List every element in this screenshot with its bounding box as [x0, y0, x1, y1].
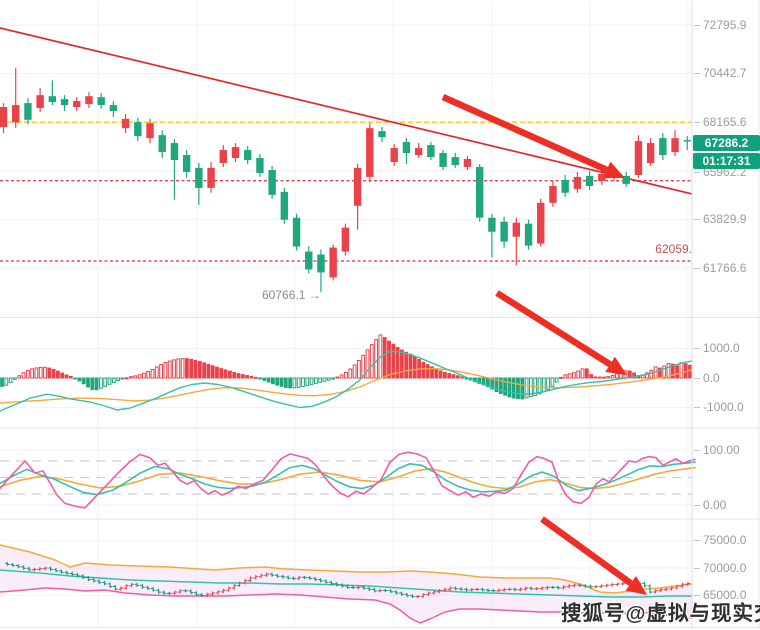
support-price-label: 62059.: [655, 242, 692, 256]
low-price-label: 60766.1 →: [262, 288, 321, 302]
watermark: 搜狐号@虚拟与现实交换: [561, 602, 760, 625]
countdown-badge: 01:17:31: [693, 152, 760, 169]
last-price-badge: 67286.2: [693, 135, 760, 151]
